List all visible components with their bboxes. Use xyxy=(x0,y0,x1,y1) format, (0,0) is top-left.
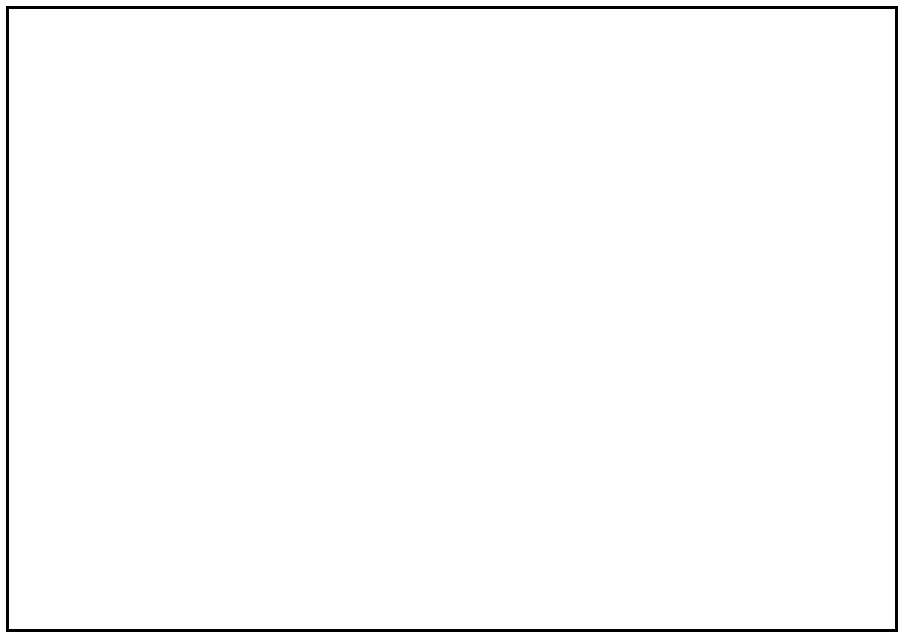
parts-grid xyxy=(19,53,885,619)
diagram-title xyxy=(9,9,895,19)
diagram-frame xyxy=(6,6,898,632)
